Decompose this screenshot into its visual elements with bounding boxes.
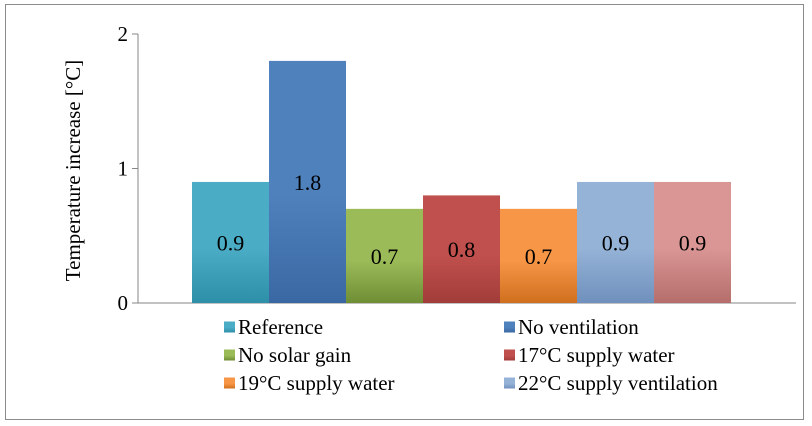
bar (269, 60, 346, 304)
legend-label: No ventilation (518, 315, 639, 339)
y-axis-title: Temperature increase [°C] (61, 60, 85, 281)
data-label: 0.9 (679, 230, 707, 255)
data-label: 0.7 (525, 244, 553, 269)
legend-swatch (504, 349, 515, 361)
y-tick-label: 2 (118, 22, 129, 46)
y-tick-label: 1 (118, 157, 129, 181)
bar (192, 181, 269, 303)
legend-label: 19°C supply water (238, 371, 395, 395)
bar (654, 181, 731, 303)
y-tick-label: 0 (118, 291, 129, 315)
data-label: 0.7 (371, 244, 399, 269)
legend-label: 17°C supply water (518, 343, 675, 367)
legend-swatch (504, 321, 515, 333)
legend-swatch (224, 321, 235, 333)
legend-label: Reference (238, 315, 323, 339)
bar-chart: 0 1 2 Temperature increase [°C] 0.9 1.8 0.7 0.… (61, 22, 796, 395)
legend-swatch (224, 349, 235, 361)
data-label: 0.9 (217, 230, 245, 255)
bar (500, 208, 577, 303)
bar (423, 195, 500, 303)
chart-frame: 0 1 2 Temperature increase [°C] 0.9 1.8 0.7 0.… (5, 4, 804, 420)
data-label: 0.9 (602, 230, 630, 255)
legend-swatch (504, 377, 515, 389)
bar (577, 181, 654, 303)
data-label: 0.8 (448, 237, 476, 262)
data-label: 1.8 (294, 170, 322, 195)
bar (346, 208, 423, 303)
legend-swatch (224, 377, 235, 389)
legend-label: 22°C supply ventilation (518, 371, 718, 395)
legend-label: No solar gain (238, 343, 352, 367)
